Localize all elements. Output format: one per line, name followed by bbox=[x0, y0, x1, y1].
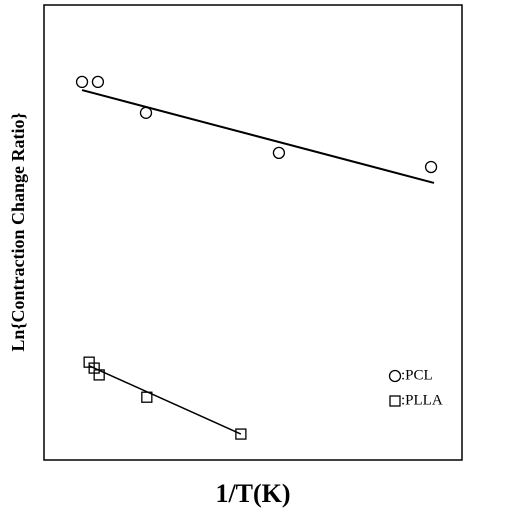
data-point bbox=[139, 106, 153, 119]
legend-label: :PCL bbox=[401, 367, 433, 383]
fit-line bbox=[88, 365, 242, 435]
legend-marker bbox=[389, 395, 401, 407]
data-point bbox=[93, 369, 105, 381]
plot-frame bbox=[43, 4, 463, 461]
data-point bbox=[272, 146, 286, 160]
fit-line bbox=[81, 89, 435, 184]
data-point bbox=[91, 75, 105, 89]
y-axis-label: Ln{Contraction Change Ratio} bbox=[8, 112, 28, 351]
data-point bbox=[75, 75, 89, 89]
data-point bbox=[235, 428, 247, 440]
data-point bbox=[141, 391, 153, 403]
legend-label: :PLLA bbox=[401, 392, 443, 408]
data-point bbox=[424, 160, 438, 174]
legend-marker bbox=[388, 369, 402, 383]
x-axis-label: 1/T(K) bbox=[215, 479, 290, 508]
